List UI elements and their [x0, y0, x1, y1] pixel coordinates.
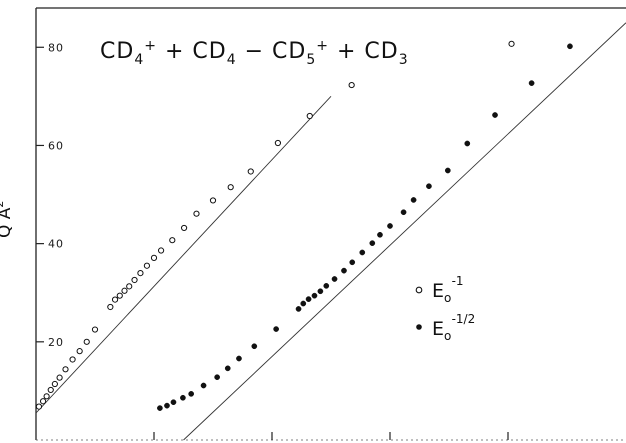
data-point-filled: [311, 292, 318, 299]
data-point-open: [62, 366, 69, 373]
y-axis-label: Q Å2: [0, 201, 15, 238]
data-point-open: [76, 348, 83, 355]
data-points: [35, 40, 573, 411]
y-tick-label: 20: [48, 336, 64, 349]
data-point-filled: [305, 296, 312, 302]
data-point-open: [111, 296, 119, 303]
data-point-filled: [567, 43, 573, 50]
data-point-filled: [341, 267, 347, 274]
data-point-open: [56, 374, 63, 381]
fit-line: [183, 22, 626, 441]
data-point-filled: [323, 283, 330, 289]
data-point-filled: [164, 402, 170, 409]
y-tick-label: 80: [48, 41, 64, 54]
data-point-open: [51, 380, 58, 388]
chart-title: CD4+ + CD4 − CD5+ + CD3: [100, 38, 409, 68]
data-point-filled: [188, 391, 195, 397]
data-point-open: [43, 393, 50, 400]
data-point-open: [180, 224, 188, 232]
legend-marker-filled: [416, 324, 422, 330]
legend-label-open: Eo-1: [432, 274, 464, 305]
data-point-open: [157, 247, 165, 254]
legend-marker-open: [415, 286, 423, 294]
data-point-open: [508, 40, 515, 47]
y-tick-label: 60: [48, 139, 64, 152]
data-point-open: [39, 398, 47, 405]
fit-lines: [35, 22, 626, 441]
data-point-filled: [444, 167, 451, 174]
data-point-filled: [426, 183, 432, 190]
data-point-open: [107, 303, 114, 311]
data-point-filled: [170, 399, 177, 406]
data-point-filled: [200, 382, 207, 389]
data-point-open: [91, 326, 99, 333]
data-point-filled: [331, 276, 338, 282]
data-point-open: [35, 403, 43, 410]
data-point-open: [227, 184, 234, 191]
data-point-open: [47, 386, 54, 394]
data-point-open: [169, 237, 176, 244]
data-point-open: [247, 168, 254, 175]
data-point-open: [274, 139, 281, 147]
y-ticks: 20 40 60 80: [36, 41, 64, 349]
data-point-open: [143, 262, 151, 269]
data-point-filled: [400, 209, 407, 216]
data-point-open: [306, 112, 313, 120]
y-tick-label: 40: [48, 238, 64, 251]
data-point-open: [209, 197, 217, 204]
data-point-filled: [492, 112, 498, 118]
legend-label-filled: Eo-1/2: [432, 312, 475, 343]
data-point-filled: [157, 405, 163, 411]
data-point-filled: [377, 231, 383, 238]
data-point-open: [121, 287, 128, 294]
data-point-open: [131, 276, 138, 284]
data-point-open: [150, 254, 158, 261]
data-point-open: [193, 210, 200, 217]
fit-line: [35, 96, 332, 414]
data-point-filled: [349, 259, 356, 266]
data-point-open: [116, 292, 123, 299]
data-point-open: [126, 283, 133, 290]
data-point-filled: [180, 394, 186, 401]
data-point-filled: [224, 365, 231, 372]
data-point-open: [69, 356, 76, 363]
legend: Eo-1 Eo-1/2: [415, 274, 475, 343]
data-point-open: [348, 81, 355, 89]
x-ticks: [153, 432, 509, 440]
data-point-filled: [214, 374, 220, 381]
data-point-filled: [369, 240, 376, 246]
data-point-filled: [251, 343, 258, 350]
data-point-filled: [528, 80, 535, 86]
data-point-open: [83, 338, 90, 345]
data-point-filled: [387, 223, 393, 229]
data-point-filled: [236, 355, 242, 362]
data-point-filled: [295, 306, 302, 312]
data-point-filled: [464, 140, 471, 147]
data-point-filled: [300, 300, 307, 307]
data-point-filled: [317, 288, 324, 295]
data-point-filled: [410, 197, 417, 203]
data-point-open: [137, 269, 144, 277]
data-point-filled: [273, 326, 279, 332]
data-point-filled: [359, 249, 366, 256]
